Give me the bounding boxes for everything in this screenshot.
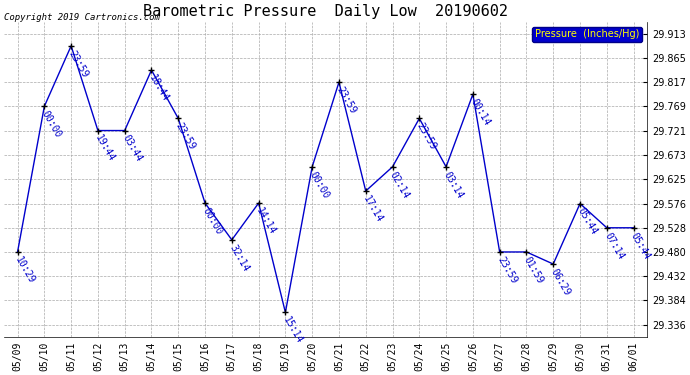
Text: 01:59: 01:59: [522, 255, 545, 285]
Text: 23:59: 23:59: [415, 121, 438, 152]
Text: Copyright 2019 Cartronics.com: Copyright 2019 Cartronics.com: [4, 13, 160, 22]
Text: 18:44: 18:44: [147, 73, 170, 103]
Text: 17:14: 17:14: [362, 194, 384, 224]
Text: 23:59: 23:59: [335, 85, 358, 116]
Text: 23:59: 23:59: [174, 121, 197, 152]
Text: 02:14: 02:14: [388, 170, 411, 200]
Text: 23:59: 23:59: [67, 49, 90, 79]
Text: 19:44: 19:44: [93, 134, 117, 164]
Text: 07:14: 07:14: [602, 231, 626, 261]
Text: 05:44: 05:44: [575, 206, 599, 237]
Text: 00:14: 00:14: [469, 97, 492, 128]
Text: 10:29: 10:29: [13, 255, 37, 285]
Text: 15:14: 15:14: [281, 315, 304, 346]
Text: 00:00: 00:00: [308, 170, 331, 200]
Text: 06:29: 06:29: [549, 267, 572, 297]
Title: Barometric Pressure  Daily Low  20190602: Barometric Pressure Daily Low 20190602: [143, 4, 508, 19]
Text: 23:59: 23:59: [495, 255, 518, 285]
Text: 32:14: 32:14: [227, 243, 250, 273]
Text: 03:14: 03:14: [442, 170, 465, 200]
Text: 03:44: 03:44: [120, 134, 144, 164]
Text: 00:00: 00:00: [201, 206, 224, 236]
Text: 00:00: 00:00: [40, 109, 63, 140]
Text: 05:44: 05:44: [629, 231, 653, 261]
Text: 14:14: 14:14: [254, 206, 277, 236]
Legend: Pressure  (Inches/Hg): Pressure (Inches/Hg): [532, 27, 642, 42]
